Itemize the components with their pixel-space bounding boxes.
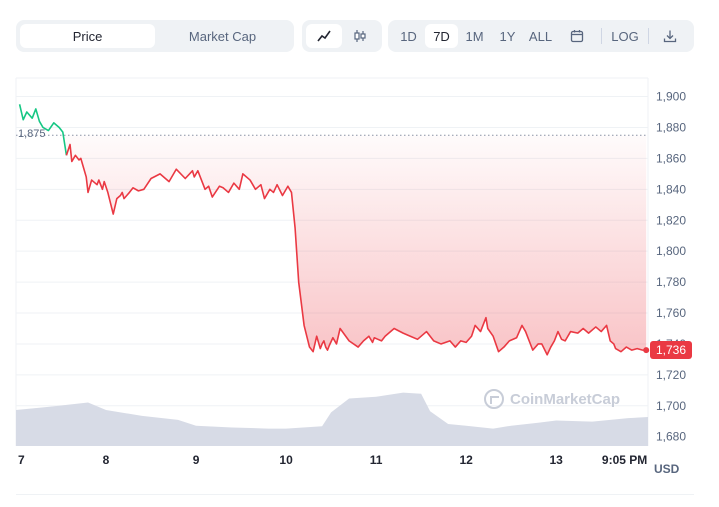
range-1y-button[interactable]: 1Y bbox=[499, 28, 516, 44]
price-line bbox=[18, 104, 650, 356]
range-all-button[interactable]: ALL bbox=[528, 28, 553, 44]
download-icon[interactable] bbox=[653, 24, 687, 48]
market-cap-tab[interactable]: Market Cap bbox=[188, 28, 257, 44]
x-tick-label: 10 bbox=[279, 453, 293, 467]
y-tick-label: 1,860 bbox=[656, 151, 686, 165]
calendar-icon[interactable] bbox=[557, 24, 597, 48]
x-tick-label: 9:05 PM bbox=[602, 453, 647, 467]
x-tick-label: 8 bbox=[103, 453, 110, 467]
volume-area bbox=[16, 392, 648, 446]
range-7d-button[interactable]: 7D bbox=[425, 24, 458, 48]
currency-label: USD bbox=[654, 462, 680, 476]
y-tick-label: 1,700 bbox=[656, 399, 686, 413]
y-tick-label: 1,900 bbox=[656, 90, 686, 104]
y-tick-label: 1,760 bbox=[656, 306, 686, 320]
x-tick-label: 11 bbox=[370, 453, 383, 467]
y-tick-label: 1,680 bbox=[656, 430, 686, 444]
y-tick-label: 1,780 bbox=[656, 275, 686, 289]
y-axis: 1,6801,7001,7201,7401,7601,7801,8001,820… bbox=[656, 90, 686, 444]
coinmarketcap-logo-icon bbox=[484, 389, 504, 409]
range-1m-button[interactable]: 1M bbox=[465, 28, 484, 44]
line-chart-icon[interactable] bbox=[306, 24, 342, 48]
y-tick-label: 1,800 bbox=[656, 244, 686, 258]
y-tick-label: 1,880 bbox=[656, 120, 686, 134]
range-toggle: 1D 7D 1M 1Y ALL LOG bbox=[388, 20, 694, 52]
y-tick-label: 1,840 bbox=[656, 182, 686, 196]
price-area bbox=[19, 135, 647, 355]
range-1d-button[interactable]: 1D bbox=[400, 28, 417, 44]
watermark: CoinMarketCap bbox=[484, 389, 620, 409]
x-tick-label: 9 bbox=[193, 453, 200, 467]
x-tick-label: 13 bbox=[549, 453, 563, 467]
log-scale-button[interactable]: LOG bbox=[611, 28, 639, 44]
toolbar-divider bbox=[601, 28, 602, 44]
price-area-fill bbox=[19, 135, 647, 355]
last-price-tag: 1,736 bbox=[650, 341, 692, 360]
price-line-up bbox=[18, 104, 68, 156]
chart-type-toggle bbox=[302, 20, 382, 52]
reference-price-label: 1,875 bbox=[18, 128, 46, 141]
x-axis: 7 8 9 10 11 12 13 9:05 PM bbox=[18, 453, 647, 467]
price-tab[interactable]: Price bbox=[20, 24, 155, 48]
y-tick-label: 1,720 bbox=[656, 368, 686, 382]
x-tick-label: 7 bbox=[18, 453, 25, 467]
watermark-text: CoinMarketCap bbox=[510, 390, 621, 408]
x-tick-label: 12 bbox=[459, 453, 473, 467]
toolbar-divider bbox=[648, 28, 649, 44]
price-line-down bbox=[65, 143, 647, 356]
volume-bars bbox=[16, 392, 648, 446]
y-tick-label: 1,820 bbox=[656, 213, 686, 227]
candlestick-icon[interactable] bbox=[342, 24, 378, 48]
last-price-dot bbox=[643, 347, 650, 354]
bottom-divider bbox=[16, 494, 694, 507]
metric-toggle: Price Market Cap bbox=[16, 20, 294, 52]
